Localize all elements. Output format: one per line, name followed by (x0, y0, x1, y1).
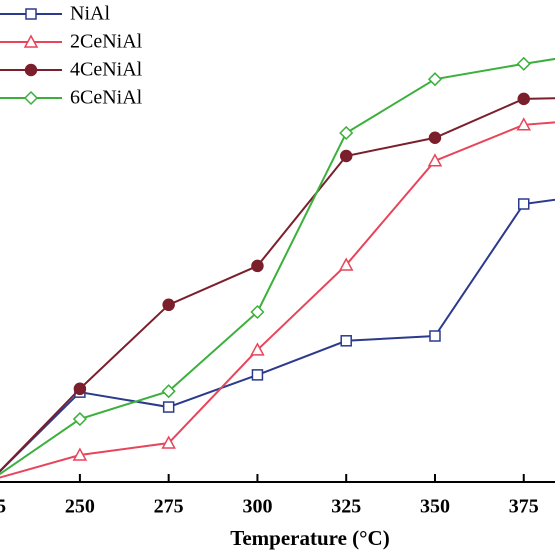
data-point (250, 304, 265, 320)
data-point (428, 131, 442, 145)
series-line (0, 57, 555, 476)
legend-marker (25, 8, 37, 20)
data-point (339, 125, 354, 141)
data-point (250, 342, 265, 356)
data-point (162, 298, 175, 312)
x-axis-label: Temperature (°C) (230, 526, 389, 550)
x-tick-label: 225 (0, 496, 6, 518)
data-point (427, 72, 443, 87)
x-tick-label: 250 (65, 496, 95, 518)
data-point (517, 92, 531, 106)
legend-marker (23, 34, 39, 48)
data-point (339, 149, 353, 163)
data-point (251, 369, 264, 381)
data-point (161, 384, 176, 399)
data-point (338, 257, 354, 271)
series-line (0, 198, 555, 473)
data-point (72, 447, 88, 461)
x-tick-label: 350 (420, 496, 450, 518)
legend-label: NiAl (70, 3, 110, 25)
legend-marker (23, 90, 39, 106)
legend-label: 4CeNiAl (70, 59, 143, 81)
data-point (427, 153, 443, 167)
data-point (429, 330, 441, 342)
legend-marker (24, 63, 38, 77)
data-point (162, 401, 175, 413)
data-point (72, 411, 87, 427)
data-point (516, 117, 532, 131)
legend-label: 2CeNiAl (70, 31, 143, 53)
x-tick-label: 325 (331, 496, 361, 518)
data-point (251, 259, 264, 273)
x-tick-label: 375 (509, 496, 539, 518)
data-point (161, 435, 176, 449)
data-point (73, 382, 87, 396)
data-point (516, 56, 531, 71)
plot-area (0, 56, 555, 479)
x-tick-label: 300 (242, 496, 272, 518)
x-tick-label: 275 (154, 496, 184, 518)
series-line (0, 97, 555, 473)
series-line (0, 121, 555, 479)
data-point (518, 198, 530, 210)
data-point (340, 335, 352, 347)
legend-label: 6CeNiAl (70, 87, 143, 109)
